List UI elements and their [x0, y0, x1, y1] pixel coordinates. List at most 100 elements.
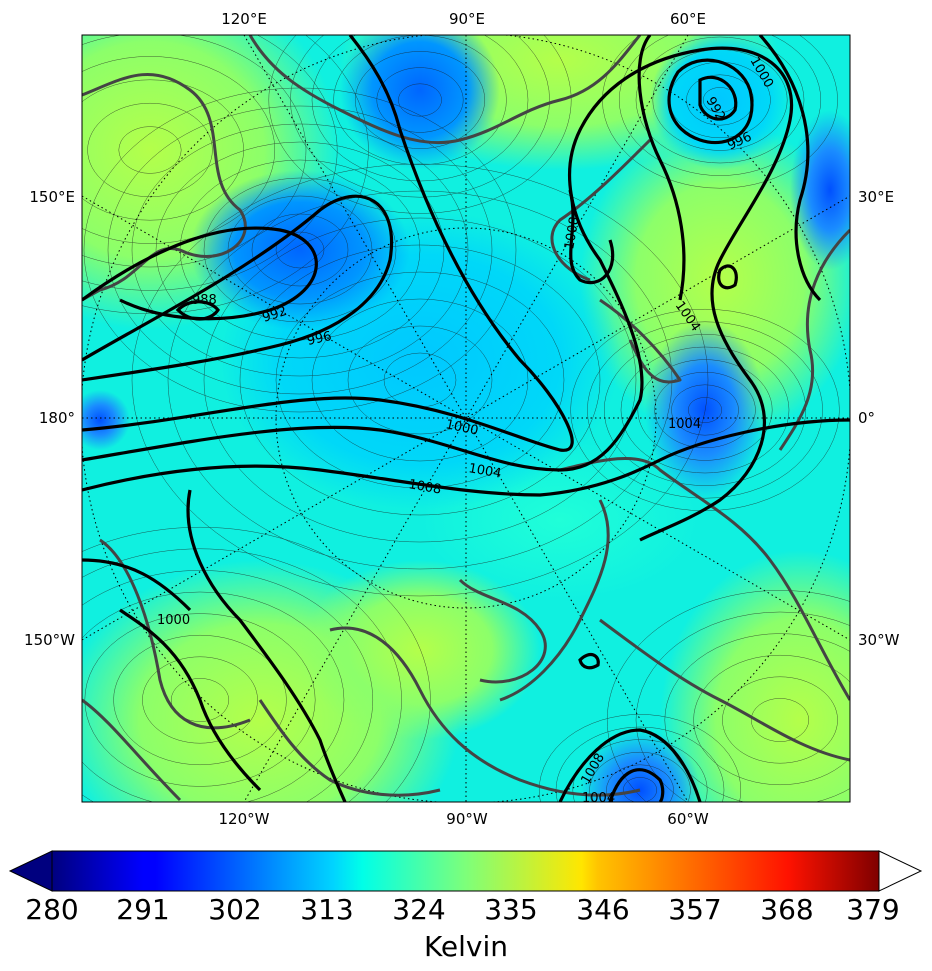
map-frame — [81, 34, 851, 803]
temperature-contour-line — [84, 613, 316, 787]
temperature-contour-line — [693, 654, 850, 786]
temperature-contour-line — [82, 591, 345, 802]
temperature-contour-line — [82, 35, 307, 268]
temperature-contour-line — [113, 634, 287, 766]
contour-label: 1004 — [668, 417, 701, 432]
label-left-3: 150°W — [24, 631, 75, 649]
colorbar-tick: 291 — [116, 893, 170, 926]
temperature-contours — [82, 35, 850, 802]
warm-region-ne — [580, 120, 850, 440]
cold-region-ne — [650, 35, 790, 170]
temperature-contour-line — [587, 321, 823, 499]
contour-label: 1000 — [157, 613, 190, 628]
colorbar-units-label: Kelvin — [423, 930, 509, 963]
temperature-contour-line — [82, 35, 369, 315]
temperature-contour-line — [87, 102, 213, 198]
temperature-contour-line — [290, 35, 550, 198]
temperature-contour-line — [82, 570, 373, 802]
temperature-contour-line — [82, 548, 402, 802]
temperature-contour-line — [131, 163, 709, 597]
temperature-contour-line — [311, 298, 529, 462]
temperature-contour-line — [82, 79, 244, 221]
colorbar-tick: 379 — [846, 893, 900, 926]
temperature-contour-line — [589, 751, 691, 802]
temperature-contour-line — [750, 698, 810, 742]
cold-region-n — [340, 35, 500, 170]
temperature-contour-line — [618, 35, 822, 176]
label-top-3: 60°E — [669, 10, 707, 28]
temperature-contour-line — [603, 334, 807, 486]
temperature-contour-line — [376, 67, 464, 133]
contour-label: 988 — [192, 293, 217, 308]
temperature-contour-line — [203, 177, 397, 323]
colorbar-tick: 324 — [392, 893, 446, 926]
temperature-contour-line — [118, 126, 182, 174]
temperature-contour-line — [82, 35, 338, 291]
contour-label: 996 — [306, 329, 333, 349]
label-left-2: 180° — [38, 409, 75, 427]
temperature-contour-line — [82, 56, 276, 244]
temperature-contour-line — [268, 35, 572, 214]
cold-region-far-ne — [790, 110, 850, 270]
temperature-contour-line — [538, 714, 742, 802]
colorbar-tick: 313 — [300, 893, 354, 926]
cold-region-w — [82, 390, 130, 450]
temperature-contour-line — [82, 527, 431, 802]
temperature-contour-line — [572, 739, 708, 802]
temperature-contour-line — [398, 83, 442, 117]
warm-region-s — [300, 560, 540, 740]
temperature-contour-line — [635, 611, 850, 802]
temperature-contour-line — [203, 217, 637, 543]
temperature-contour-line — [107, 105, 493, 395]
temperature-contour-line — [664, 633, 850, 802]
colorbar-extend-min — [8, 850, 53, 892]
label-bottom-3: 60°W — [667, 810, 709, 828]
temperature-contour-line — [622, 777, 658, 802]
pressure-contours — [82, 35, 850, 802]
temperature-contour-line — [637, 359, 773, 461]
colorbar-tick: 346 — [576, 893, 630, 926]
temperature-contour-line — [654, 371, 756, 449]
temperature-contour-line — [155, 141, 445, 359]
contour-label: 1004 — [582, 791, 615, 806]
contour-label: 1004 — [467, 461, 502, 482]
label-top-2: 90°E — [448, 10, 486, 28]
temperature-contour-line — [142, 656, 258, 744]
colorbar-tick: 335 — [484, 893, 538, 926]
temperature-contour-line — [239, 244, 601, 516]
temperature-contour-line — [347, 325, 493, 435]
label-bottom-1: 120°W — [218, 810, 270, 828]
label-bottom-2: 90°W — [446, 810, 488, 828]
temperature-contour-line — [722, 676, 838, 764]
colorbar-tick: 357 — [668, 893, 722, 926]
label-right-2: 0° — [858, 409, 876, 427]
temperature-contour-line — [606, 764, 674, 802]
label-right-1: 30°E — [858, 188, 895, 206]
colorbar-tick: 368 — [760, 893, 814, 926]
temperature-contour-line — [687, 397, 723, 423]
temperature-contour-line — [275, 231, 325, 269]
temperature-contour-line — [671, 384, 739, 436]
label-left-1: 150°E — [29, 188, 75, 206]
colorbar-tick: 280 — [25, 893, 79, 926]
colorbar-tick: 302 — [208, 893, 262, 926]
label-right-3: 30°W — [858, 631, 900, 649]
colorbar-gradient — [51, 850, 880, 892]
temperature-contour-line — [686, 74, 754, 126]
label-top-1: 120°E — [221, 10, 267, 28]
contour-label: 1008 — [407, 477, 442, 498]
contour-label: 1000 — [444, 417, 479, 439]
cold-region-nw — [190, 170, 410, 330]
temperature-contour-line — [607, 590, 850, 802]
contour-label: 992 — [261, 304, 289, 326]
temperature-contour-line — [620, 346, 790, 474]
temperature-contour-line — [167, 190, 673, 570]
temperature-contour-line — [170, 678, 230, 722]
contour-label: 1008 — [562, 215, 583, 250]
temperature-contour-line — [635, 36, 805, 164]
temperature-contour-line — [354, 51, 486, 149]
temperature-contour-line — [275, 271, 565, 489]
